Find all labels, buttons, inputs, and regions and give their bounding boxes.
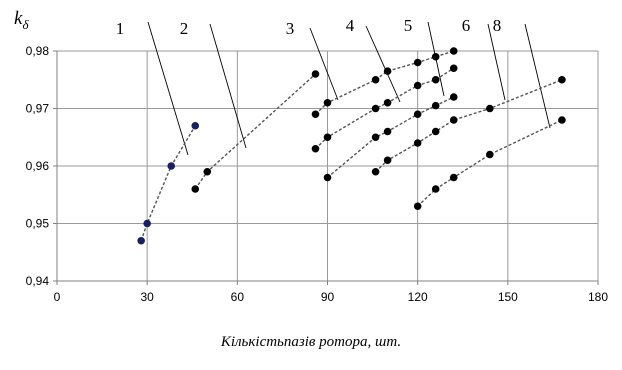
- y-tick-label: 0,96: [26, 159, 50, 173]
- data-point: [413, 81, 422, 90]
- data-point: [371, 75, 380, 84]
- series-label-8: 8: [493, 16, 502, 35]
- series-leader-2: [209, 23, 247, 149]
- data-point: [413, 139, 422, 147]
- y-tick-label: 0,98: [26, 44, 50, 58]
- data-point: [558, 116, 566, 124]
- series-leader-1: [147, 21, 189, 156]
- x-tick-label: 90: [321, 290, 335, 304]
- series-leader-3: [309, 27, 339, 101]
- data-point: [191, 121, 200, 130]
- series-lines: [140, 50, 563, 241]
- tick-labels: 0,94 0,95 0,96 0,97 0,98 0 30 60 90 120 150 180: [26, 44, 609, 304]
- series-line-6: [375, 79, 563, 173]
- data-point: [449, 116, 458, 124]
- data-point: [558, 75, 566, 84]
- data-point: [323, 98, 332, 107]
- series-label-4: 4: [346, 16, 355, 35]
- data-point: [383, 98, 392, 107]
- data-point: [486, 150, 494, 159]
- y-tick-label: 0,95: [26, 217, 50, 231]
- series-label-6: 6: [462, 16, 471, 35]
- data-point: [311, 144, 320, 153]
- data-point: [167, 162, 176, 170]
- data-point: [431, 185, 440, 193]
- data-point: [431, 52, 440, 61]
- y-axis-label-subscript: δ: [22, 17, 29, 32]
- data-point: [413, 110, 422, 119]
- data-point: [449, 47, 458, 55]
- data-points: [137, 47, 566, 245]
- data-point: [371, 104, 380, 113]
- data-point: [323, 133, 332, 142]
- data-point: [383, 127, 392, 136]
- data-point: [311, 70, 320, 78]
- data-point: [431, 127, 440, 136]
- x-tick-label: 120: [408, 290, 428, 304]
- data-point: [431, 101, 440, 110]
- data-point: [371, 167, 380, 176]
- series-line-2: [194, 73, 316, 190]
- y-axis-label-main: k: [14, 8, 23, 29]
- series-line-5: [327, 96, 455, 179]
- x-tick-label: 60: [231, 290, 245, 304]
- series-labels: 1 2 3 4 5 6 8: [116, 16, 502, 38]
- data-point: [143, 219, 151, 228]
- data-point: [449, 173, 458, 182]
- data-point: [191, 185, 200, 193]
- data-point: [323, 173, 332, 182]
- series-leader-4: [365, 25, 401, 103]
- data-point: [431, 75, 440, 84]
- data-point: [311, 110, 320, 119]
- series-leader-8: [524, 23, 551, 129]
- data-point: [413, 202, 422, 211]
- series-label-1: 1: [116, 19, 125, 38]
- axes: [53, 50, 599, 285]
- data-point: [137, 236, 145, 245]
- y-tick-label: 0,97: [26, 102, 50, 116]
- series-line-8: [417, 119, 563, 207]
- data-point: [371, 133, 380, 142]
- series-label-5: 5: [404, 16, 413, 35]
- data-point: [449, 93, 458, 101]
- x-tick-label: 0: [54, 290, 61, 304]
- data-point: [413, 58, 422, 67]
- series-label-leaders: [147, 21, 551, 156]
- y-axis-label: kδ: [14, 8, 29, 32]
- x-tick-label: 30: [140, 290, 154, 304]
- x-tick-label: 150: [498, 290, 518, 304]
- data-point: [383, 156, 392, 165]
- data-point: [486, 104, 494, 113]
- data-point: [449, 64, 458, 73]
- grid-lines: [57, 50, 599, 281]
- data-point: [383, 67, 392, 75]
- series-label-2: 2: [180, 19, 189, 38]
- series-label-3: 3: [286, 19, 295, 38]
- series-leader-6: [487, 23, 506, 101]
- y-tick-label: 0,94: [26, 274, 50, 288]
- x-tick-label: 180: [588, 290, 608, 304]
- data-point: [203, 167, 212, 176]
- x-axis-label: Кількістьпазів ротора, шт.: [220, 334, 402, 350]
